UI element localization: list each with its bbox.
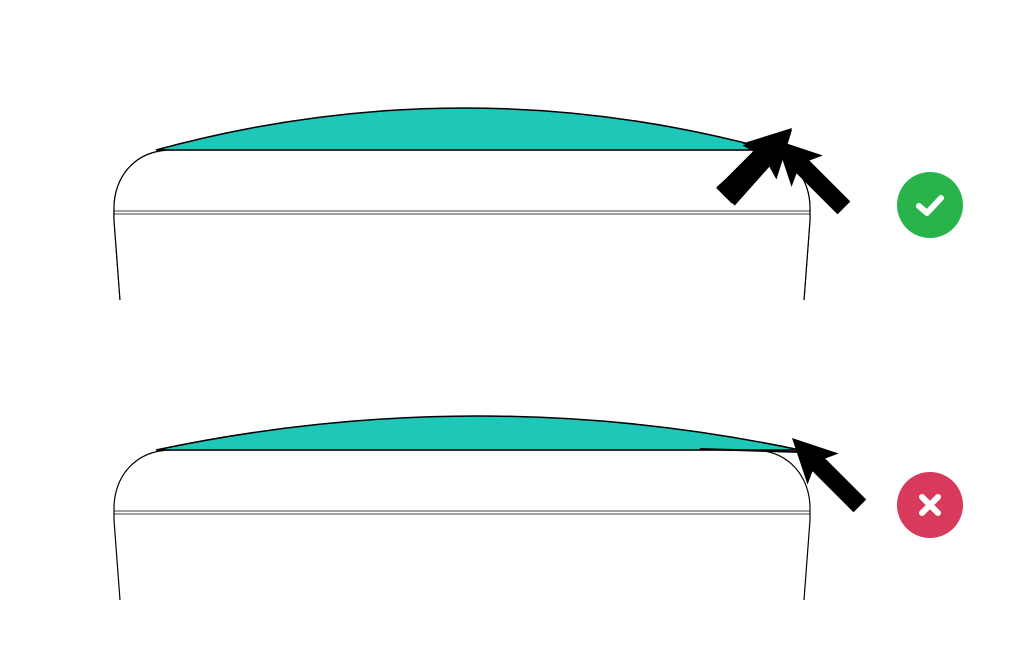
- panel-correct: [0, 0, 1027, 328]
- diagram-incorrect: [0, 306, 1027, 634]
- panel-incorrect: [0, 306, 1027, 634]
- diagram-correct: [0, 0, 1027, 328]
- lens-shape: [156, 416, 800, 450]
- lens-shape: [156, 108, 772, 150]
- status-badge-incorrect: [897, 472, 963, 538]
- check-icon: [911, 186, 949, 224]
- cross-icon: [913, 488, 947, 522]
- container-fill: [114, 150, 810, 300]
- status-badge-correct: [897, 172, 963, 238]
- container-fill: [114, 450, 810, 600]
